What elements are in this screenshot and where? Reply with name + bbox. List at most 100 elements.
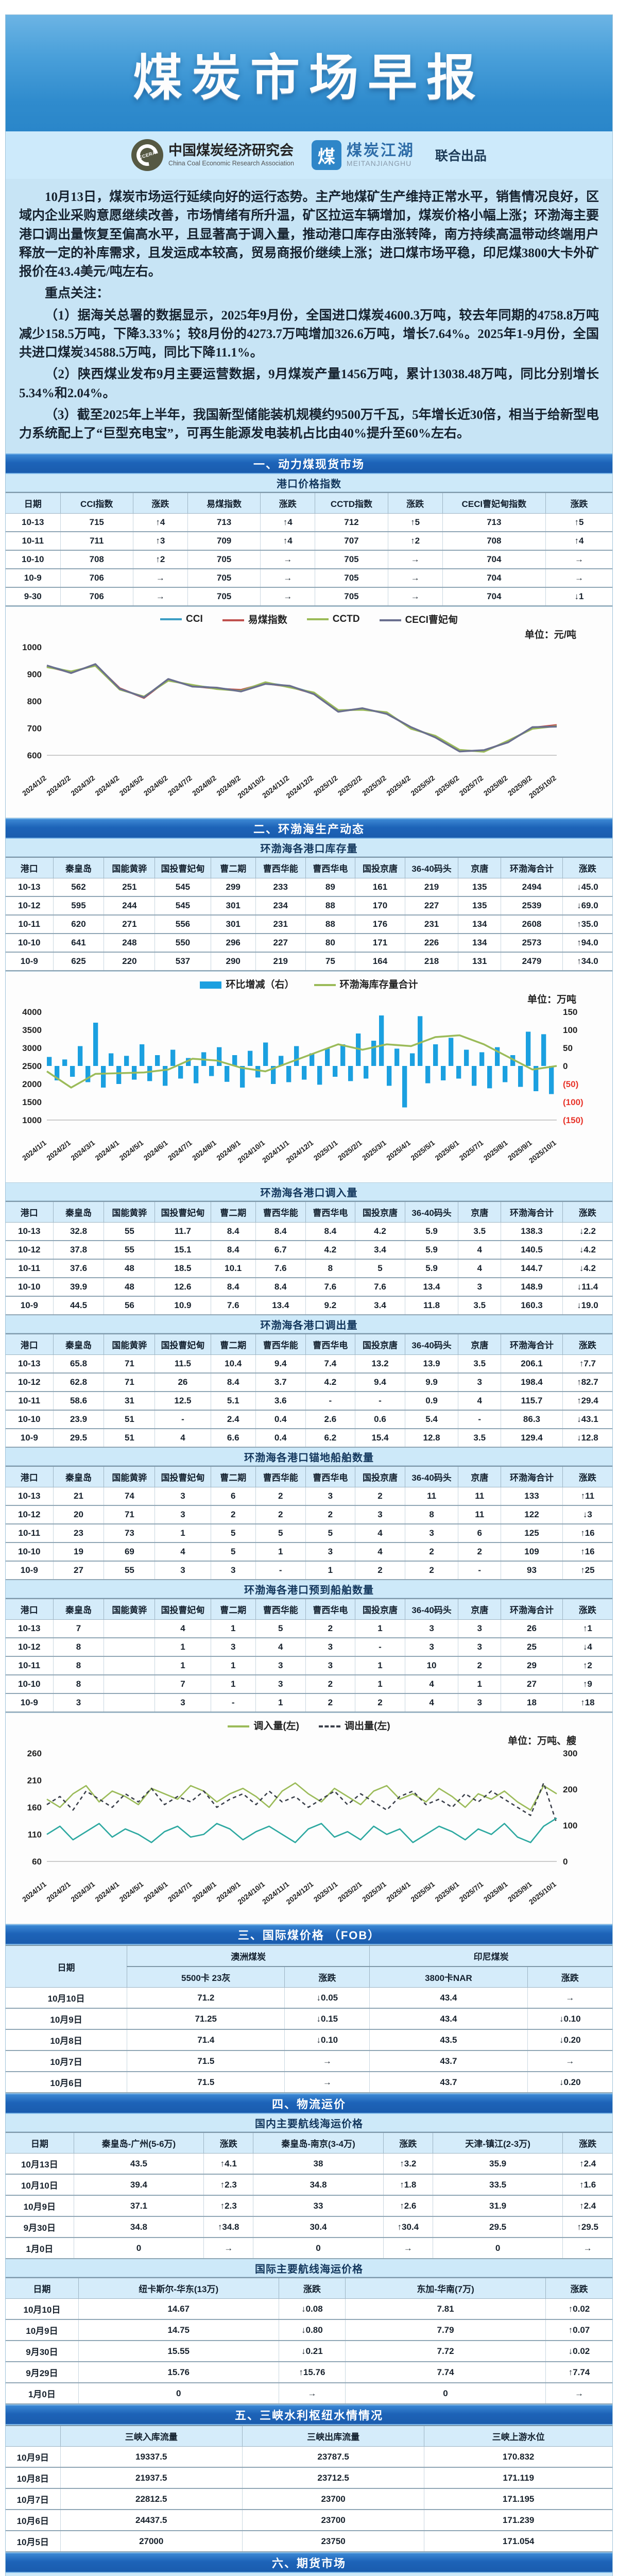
table-cell: ↓0.10 <box>284 2029 370 2052</box>
column-header: 京唐 <box>458 1201 502 1223</box>
table-cell: 9月30日 <box>6 2341 79 2363</box>
table-cell: 1 <box>154 1524 211 1544</box>
column-header: 环渤海合计 <box>501 1333 563 1355</box>
table-cell: 8 <box>53 1675 105 1694</box>
table-cell: 1 <box>355 1675 405 1694</box>
table-cell: 43.4 <box>369 2008 528 2030</box>
table-cell: 10-9 <box>6 1429 54 1448</box>
table-cell: 4 <box>404 1693 459 1713</box>
chart-svg: 60 110 160 210 260 0 100 200 300 2024/1/12024/2/1… <box>21 1749 577 1906</box>
table-cell: 31 <box>104 1392 156 1411</box>
table-row: 9月29日 15.76 ↑15.76 7.74 ↑7.74 <box>6 2362 612 2384</box>
column-header: 国投曹妃甸 <box>154 1466 211 1488</box>
column-header: 三峡上游水位 <box>424 2425 612 2447</box>
table-cell: 2 <box>210 1505 256 1525</box>
table-cell: 39.4 <box>73 2174 204 2196</box>
table-cell: → <box>545 569 612 588</box>
table-cell: ↓43.1 <box>562 1410 612 1430</box>
table-cell: 220 <box>104 952 156 972</box>
table-cell: 93 <box>501 1561 563 1581</box>
table-cell: 704 <box>442 550 546 570</box>
table-cell: ↓0.21 <box>278 2341 346 2363</box>
table-cell: 39.9 <box>53 1278 105 1297</box>
table-cell: 708 <box>442 532 546 551</box>
table-cell: 10-11 <box>6 1259 54 1279</box>
table-cell: 5 <box>210 1524 256 1544</box>
table-cell: 227 <box>404 896 459 916</box>
intro-paragraph: 10月13日，煤炭市场运行延续向好的运行态势。主产地煤矿生产维持正常水平，销售情… <box>19 190 599 279</box>
svg-text:210: 210 <box>27 1776 42 1786</box>
ccera-logo: 中国煤炭经济研究会 China Coal Economic Research A… <box>131 139 294 171</box>
table-cell: 37.6 <box>53 1259 105 1279</box>
table-cell: 620 <box>53 915 105 935</box>
table-cell: ↑4 <box>260 513 316 533</box>
column-header: 日期 <box>6 2277 79 2299</box>
column-header: 涨跌 <box>203 2132 254 2154</box>
column-header: 曹西华能 <box>255 1201 306 1223</box>
table-row: 10月9日 71.25 ↓0.15 43.4 ↓0.10 <box>6 2008 612 2030</box>
table-cell: 7 <box>154 1675 211 1694</box>
data-table: 港口 秦皇岛 国能黄骅 国投曹妃甸 曹二期 曹西华能 曹西华电 国投京唐 36-40码头 京唐 环渤… <box>6 1466 612 1581</box>
column-header: 京唐 <box>458 857 502 879</box>
table-cell: 2 <box>305 1505 356 1525</box>
table-cell: 62.8 <box>53 1373 105 1393</box>
table-cell: 0 <box>345 2383 546 2405</box>
table-cell: ↓0.15 <box>284 2008 370 2030</box>
table-cell: ↓0.20 <box>527 2072 612 2094</box>
column-header: 国投京唐 <box>355 1201 405 1223</box>
table-cell: ↑15.76 <box>278 2362 346 2384</box>
table-cell: 27000 <box>60 2531 243 2553</box>
table-cell: 6 <box>210 1487 256 1506</box>
table-cell: 71 <box>104 1354 156 1374</box>
table-cell: 38 <box>253 2153 384 2175</box>
report-banner: 煤炭市场早报 <box>6 15 612 131</box>
svg-text:2025/1/1: 2025/1/1 <box>312 1880 339 1904</box>
table-cell: 71.4 <box>127 2029 285 2052</box>
table-cell: - <box>355 1392 405 1411</box>
svg-text:2025/2/2: 2025/2/2 <box>336 774 364 798</box>
table-cell: 7.6 <box>210 1296 256 1316</box>
section-6-header: 六、期货市场 <box>6 2552 612 2573</box>
chart-svg: 1000 1500 2000 2500 3000 3500 4000 150 100 50 0 (50… <box>21 1007 583 1165</box>
table-row: 10-10 19 69 4 5 1 3 4 2 2 109 ↑16 <box>6 1543 612 1562</box>
table-cell: 20 <box>53 1505 105 1525</box>
table-row: 10-12 37.8 55 15.1 8.4 6.7 4.2 3.4 5.9 4 140.5 ↓4.2 <box>6 1241 612 1260</box>
column-header: 涨跌 <box>562 2132 612 2154</box>
subtitle-domestic-shipping: 国内主要航线海运价格 <box>6 2114 612 2132</box>
column-header: 涨跌 <box>562 1598 612 1620</box>
table-cell: 15.4 <box>355 1429 405 1448</box>
table-cell: 88 <box>305 896 356 916</box>
column-header: 国能黄骅 <box>104 1201 156 1223</box>
table-cell: ↑18 <box>562 1693 612 1713</box>
table-cell: 8.4 <box>210 1222 256 1242</box>
table-cell: ↑5 <box>545 513 612 533</box>
table-cell: 0 <box>73 2238 204 2260</box>
table-cell: 227 <box>255 934 306 953</box>
table-cell: 556 <box>154 915 211 935</box>
table-cell: 8.4 <box>210 1241 256 1260</box>
table-row: 10-9 625 220 537 290 219 75 164 218 131 2479 ↑34.0 <box>6 952 612 972</box>
table-cell: 706 <box>60 587 133 607</box>
table-cell: 705 <box>187 550 261 570</box>
table-cell: 10月10日 <box>6 2174 74 2196</box>
table-cell: ↑1 <box>562 1619 612 1639</box>
table-cell: 713 <box>187 513 261 533</box>
table-row: 10月8日 21937.5 23712.5 171.119 <box>6 2467 612 2489</box>
table-cell: 109 <box>501 1543 563 1562</box>
svg-text:1000: 1000 <box>22 642 42 652</box>
table-row: 10-11 58.6 31 12.5 5.1 3.6- -0.9 4 115.7 ↑29.4 <box>6 1392 612 1411</box>
table-cell: 44.5 <box>53 1296 105 1316</box>
table-row: 10月10日 39.4 ↑2.3 34.8 ↑1.8 33.5 ↑1.6 <box>6 2174 612 2196</box>
table-cell: 7.6 <box>355 1278 405 1297</box>
column-header: 国投曹妃甸 <box>154 1598 211 1620</box>
column-header: 环渤海合计 <box>501 1201 563 1223</box>
table-cell: 10-10 <box>6 1543 54 1562</box>
table-cell: 0.6 <box>355 1410 405 1430</box>
table-cell: 10月9日 <box>6 2446 61 2468</box>
table-cell: ↑5 <box>387 513 443 533</box>
table-cell: → <box>284 2072 370 2094</box>
table-cell: 234 <box>255 896 306 916</box>
table-cell: 3 <box>210 1561 256 1581</box>
table-cell: ↑4.1 <box>203 2153 254 2175</box>
table-cell: 13.4 <box>404 1278 459 1297</box>
